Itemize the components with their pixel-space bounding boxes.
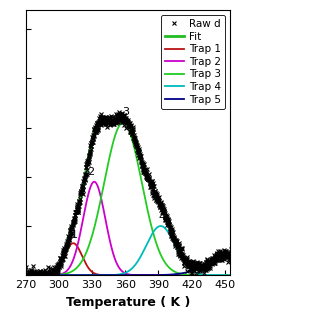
Raw d (168, 224, 172, 228)
Raw d (45, 272, 49, 276)
Line: Trap 3: Trap 3 (26, 123, 236, 275)
Trap 2 (48, 273, 52, 277)
Fit (114, 117, 117, 121)
Trap 2 (230, 273, 234, 277)
Text: 5: 5 (214, 252, 220, 262)
Fit (207, 261, 211, 265)
Trap 1 (234, 273, 238, 277)
Trap 4 (207, 273, 211, 277)
Fit (48, 272, 52, 276)
Trap 3 (104, 171, 108, 175)
Fit (104, 119, 108, 123)
Trap 5 (48, 273, 52, 277)
Line: Fit: Fit (26, 117, 236, 275)
X-axis label: Temperature ( K ): Temperature ( K ) (66, 296, 190, 308)
Trap 5 (234, 251, 238, 255)
Trap 1 (24, 273, 28, 277)
Text: 4: 4 (158, 212, 165, 222)
Trap 5 (230, 252, 234, 255)
Trap 3 (230, 273, 234, 277)
Trap 4 (234, 273, 238, 277)
Line: Trap 1: Trap 1 (26, 243, 236, 275)
Trap 4 (114, 273, 117, 277)
Trap 3 (24, 273, 28, 277)
Trap 4 (60, 273, 64, 277)
Trap 1 (71, 241, 75, 245)
Trap 3 (121, 121, 125, 125)
Trap 5 (24, 273, 28, 277)
Fit (119, 116, 123, 119)
Trap 1 (48, 272, 52, 276)
Trap 1 (60, 259, 64, 263)
Text: 2: 2 (87, 167, 94, 177)
Trap 2 (60, 272, 64, 276)
Trap 2 (24, 273, 28, 277)
Trap 3 (234, 273, 238, 277)
Fit (230, 252, 234, 255)
Trap 4 (159, 224, 163, 228)
Trap 1 (207, 273, 211, 277)
Fit (24, 273, 28, 277)
Raw d (24, 272, 28, 276)
Trap 3 (207, 273, 211, 277)
Raw d (192, 269, 196, 273)
Trap 1 (230, 273, 234, 277)
Raw d (116, 112, 120, 116)
Fit (60, 257, 64, 260)
Trap 4 (230, 273, 234, 277)
Raw d (234, 252, 238, 256)
Trap 2 (104, 222, 108, 226)
Line: Trap 4: Trap 4 (26, 226, 236, 275)
Trap 1 (114, 273, 117, 277)
Trap 5 (114, 273, 117, 277)
Text: 3: 3 (122, 107, 129, 116)
Trap 2 (114, 258, 117, 262)
Trap 2 (207, 273, 211, 277)
Trap 3 (114, 133, 117, 137)
Trap 3 (60, 272, 64, 276)
Raw d (109, 120, 113, 124)
Line: Trap 5: Trap 5 (26, 253, 236, 275)
Trap 4 (48, 273, 52, 277)
Legend: Raw d, Fit, Trap 1, Trap 2, Trap 3, Trap 4, Trap 5: Raw d, Fit, Trap 1, Trap 2, Trap 3, Trap… (161, 15, 225, 109)
Trap 5 (104, 273, 108, 277)
Line: Raw d: Raw d (24, 110, 238, 277)
Raw d (24, 273, 28, 277)
Raw d (188, 264, 192, 268)
Trap 2 (234, 273, 238, 277)
Trap 4 (104, 273, 108, 277)
Trap 5 (60, 273, 64, 277)
Text: 1: 1 (71, 229, 78, 240)
Trap 1 (104, 273, 108, 277)
Trap 3 (48, 273, 52, 277)
Fit (234, 251, 238, 255)
Trap 5 (207, 261, 211, 265)
Line: Trap 2: Trap 2 (26, 182, 236, 275)
Raw d (117, 110, 121, 114)
Trap 2 (92, 180, 96, 184)
Trap 4 (24, 273, 28, 277)
